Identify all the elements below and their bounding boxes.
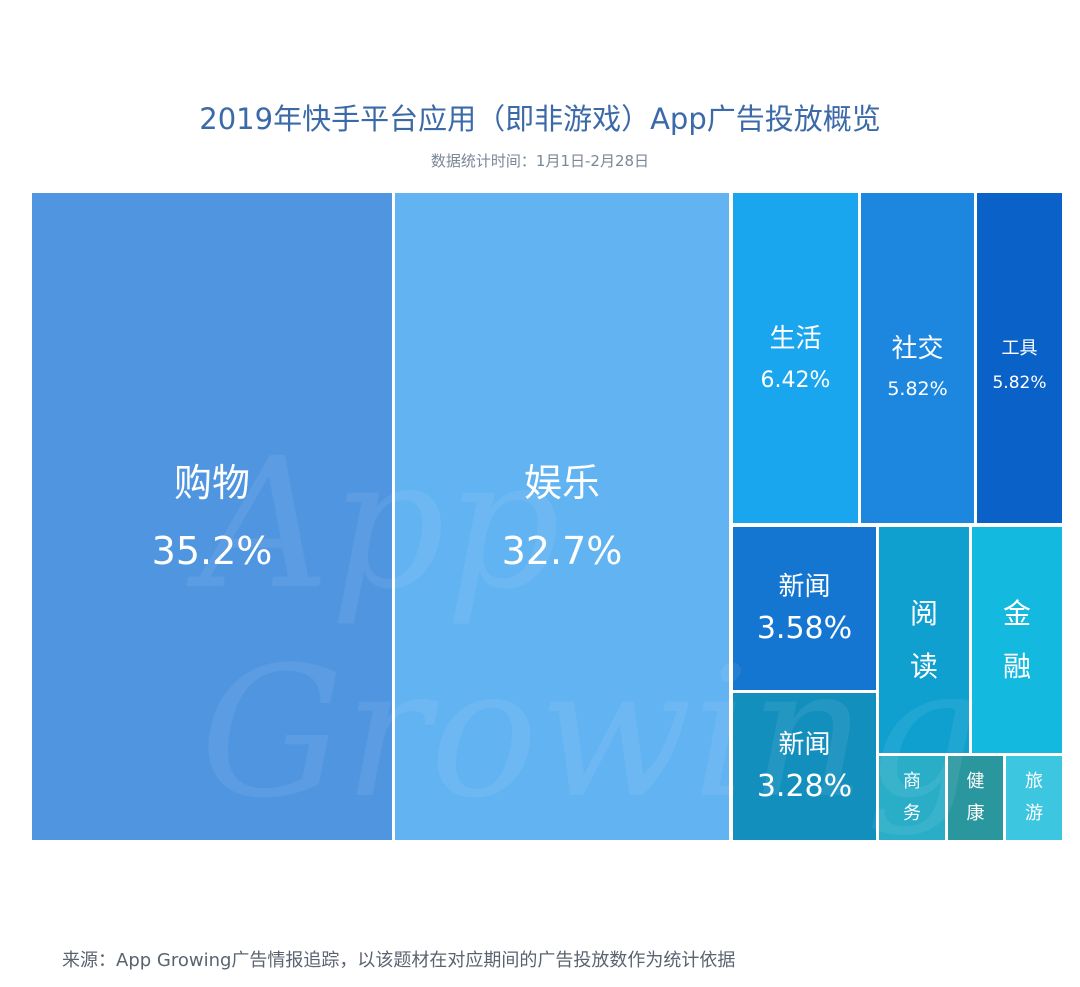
tile-label: 工具 [1001, 338, 1038, 359]
tile-social: 社交 5.82% [861, 193, 974, 523]
tile-news-2: 新闻 3.28% [733, 693, 876, 840]
chart-subtitle: 数据统计时间：1月1日-2月28日 [430, 152, 650, 170]
tile-business: 商务 [879, 756, 945, 840]
tile-health: 健康 [948, 756, 1003, 840]
tile-label: 新闻 [778, 729, 831, 760]
tile-value: 3.58% [756, 611, 853, 647]
tile-label: 娱乐 [523, 460, 600, 505]
tile-travel: 旅游 [1006, 756, 1062, 840]
tile-reading: 阅读 [879, 527, 969, 753]
tile-label: 社交 [891, 334, 944, 364]
tile-label: 商务 [902, 770, 921, 824]
tile-label: 购物 [173, 460, 250, 505]
tile-shopping: 购物 35.2% [32, 193, 392, 840]
tile-news-1: 新闻 3.58% [733, 527, 876, 690]
tile-label: 新闻 [778, 571, 831, 602]
tile-value: 5.82% [992, 372, 1047, 393]
tile-label: 健康 [966, 770, 985, 824]
tile-label: 旅游 [1024, 770, 1043, 824]
source-note: 来源：App Growing广告情报追踪，以该题材在对应期间的广告投放数作为统计… [62, 950, 736, 971]
tile-life: 生活 6.42% [733, 193, 858, 523]
tile-value: 5.82% [887, 377, 948, 400]
tile-tools: 工具 5.82% [977, 193, 1062, 523]
tile-value: 6.42% [760, 367, 831, 393]
tile-label: 阅读 [909, 596, 938, 683]
chart-title: 2019年快手平台应用（即非游戏）App广告投放概览 [199, 102, 881, 136]
tile-value: 3.28% [756, 769, 853, 805]
tile-value: 32.7% [501, 529, 623, 574]
tile-label: 金融 [1002, 596, 1031, 683]
tile-finance: 金融 [972, 527, 1062, 753]
tile-entertainment: 娱乐 32.7% [395, 193, 729, 840]
tile-label: 生活 [769, 324, 822, 355]
tile-value: 35.2% [151, 529, 273, 574]
